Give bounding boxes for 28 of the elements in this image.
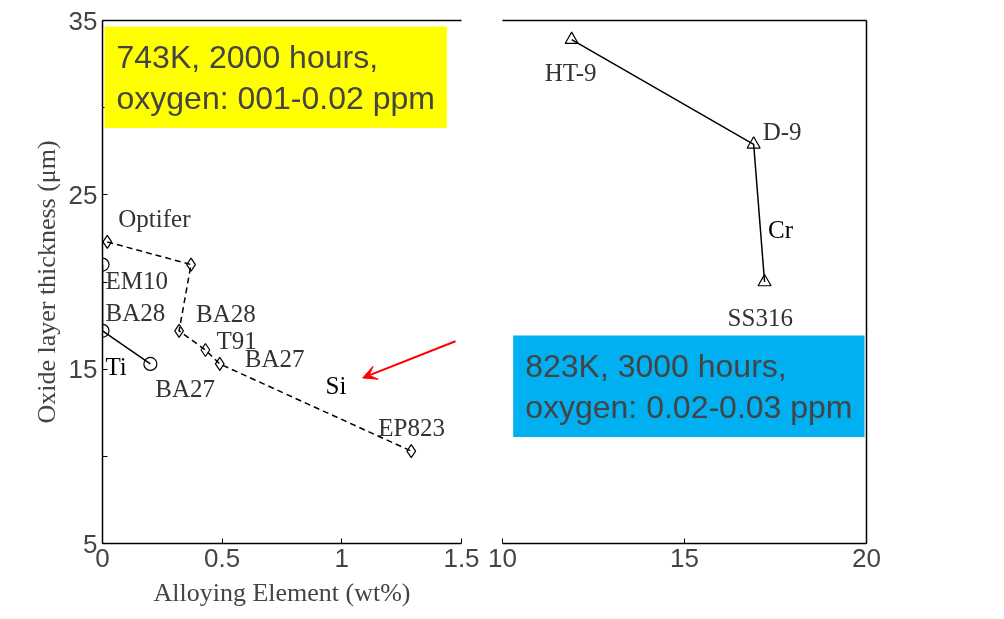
annotation: BA27 — [155, 375, 216, 403]
x-tick-label: 1 — [334, 542, 350, 573]
y-tick-label: 15 — [68, 354, 98, 385]
x-tick-label: 1.5 — [443, 542, 480, 573]
annotation: 743K, 2000 hours, oxygen: 001-0.02 ppm — [116, 38, 435, 116]
x-axis-title: Alloying Element (wt%) — [153, 577, 411, 607]
x-tick-label: 20 — [852, 542, 881, 573]
x-tick-label: 10 — [488, 542, 517, 573]
x-tick-label: 15 — [670, 542, 699, 573]
annotation: Optifer — [118, 205, 192, 233]
annotation: 823K, 3000 hours, oxygen: 0.02-0.03 ppm — [525, 347, 853, 425]
annotation: SS316 — [727, 303, 793, 331]
x-tick-label: 0.5 — [204, 542, 241, 573]
series-label: Ti — [105, 352, 127, 380]
point — [406, 444, 417, 459]
annotation: BA28 — [196, 300, 256, 328]
y-tick-label: 35 — [68, 5, 98, 36]
point — [102, 234, 113, 249]
point — [174, 323, 185, 338]
annotation: D-9 — [762, 117, 802, 145]
series-label: Si — [325, 372, 347, 400]
annotation: EM10 — [105, 267, 168, 295]
y-axis-title: Oxide layer thickness (μm) — [31, 140, 61, 424]
annotation: BA28 — [105, 299, 166, 327]
annotation: HT-9 — [544, 59, 597, 87]
annotation: EP823 — [378, 413, 445, 441]
y-tick-label: 25 — [68, 179, 98, 210]
series-label: Cr — [768, 215, 794, 243]
